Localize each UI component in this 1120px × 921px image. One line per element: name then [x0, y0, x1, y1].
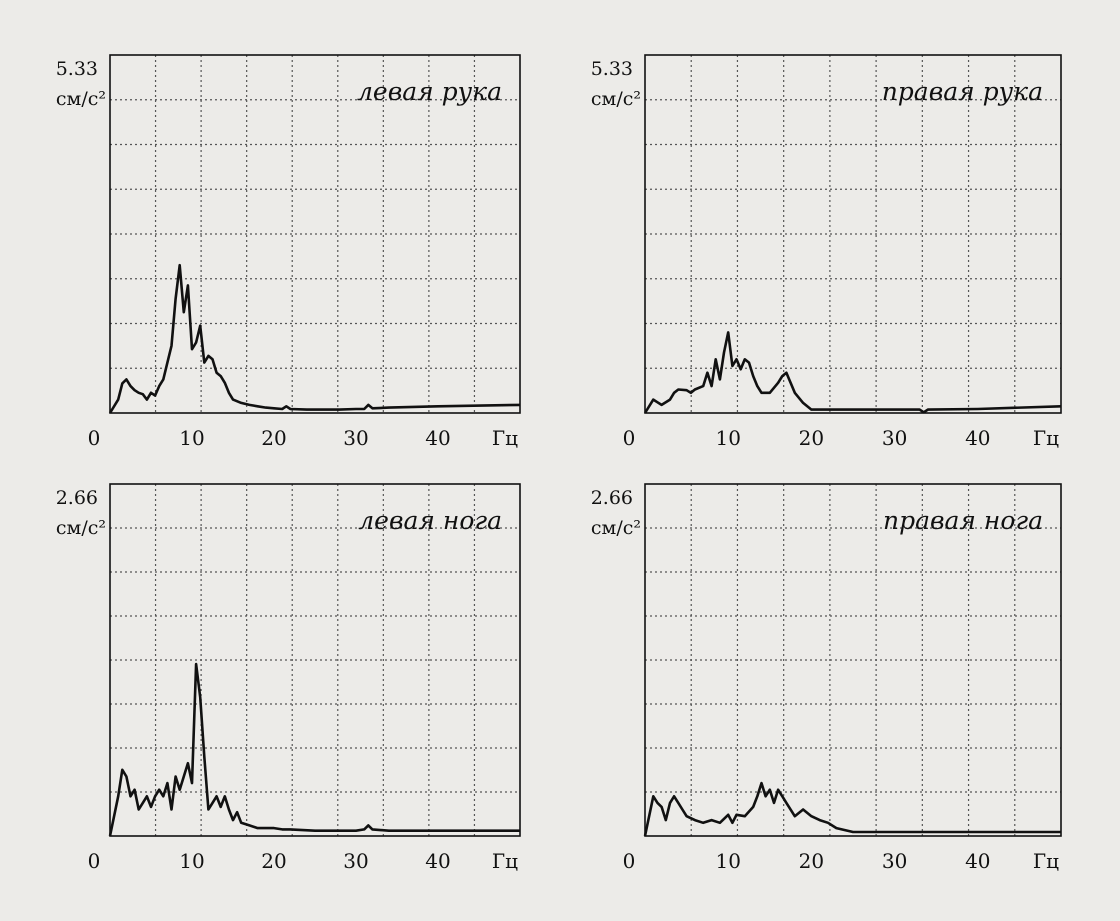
x-tick-label: 30: [882, 426, 907, 450]
x-tick-label: 10: [715, 426, 740, 450]
x-tick-label: 0: [623, 426, 636, 450]
panel-title: левая нога: [358, 506, 502, 535]
chart-panel-1: левая рука 5.33 см/с² 0 10 20 30 40 Гц: [56, 54, 521, 450]
x-unit-label: Гц: [1033, 426, 1059, 450]
x-unit-label: Гц: [492, 849, 518, 873]
spectrum-line: [643, 331, 1062, 414]
plot-frame: [109, 54, 521, 414]
spectrum-line: [108, 263, 521, 414]
x-tick-label: 40: [965, 849, 990, 873]
x-tick-label: 20: [799, 849, 824, 873]
spectrum-line: [643, 781, 1061, 837]
x-tick-label: 0: [88, 849, 101, 873]
x-tick-label: 10: [715, 849, 740, 873]
grid-lines: [110, 484, 520, 836]
y-max-label: 2.66: [56, 487, 98, 509]
plot-frame: [644, 54, 1062, 414]
chart-panel-2: правая рука 5.33 см/с² 0 10 20 30 40 Гц: [591, 54, 1062, 450]
x-tick-label: 20: [261, 849, 286, 873]
grid-lines: [645, 55, 1061, 413]
x-tick-label: 0: [623, 849, 636, 873]
x-tick-label: 20: [261, 426, 286, 450]
x-tick-label: 0: [88, 426, 101, 450]
x-tick-label: 20: [799, 426, 824, 450]
plot-frame: [644, 483, 1062, 837]
x-unit-label: Гц: [492, 426, 518, 450]
y-unit-label: см/с²: [56, 517, 106, 539]
panel-title: правая нога: [883, 506, 1043, 535]
y-unit-label: см/с²: [56, 88, 106, 110]
x-unit-label: Гц: [1033, 849, 1059, 873]
x-tick-label: 10: [179, 849, 204, 873]
x-tick-label: 10: [179, 426, 204, 450]
y-max-label: 5.33: [591, 58, 633, 80]
x-tick-label: 30: [882, 849, 907, 873]
chart-panel-3: левая нога 2.66 см/с² 0 10 20 30 40 Гц: [56, 483, 521, 873]
plot-frame: [109, 483, 521, 837]
grid-lines: [645, 484, 1061, 836]
x-tick-label: 30: [343, 426, 368, 450]
panel-title: левая рука: [357, 77, 502, 106]
grid-lines: [110, 55, 520, 413]
x-tick-label: 30: [343, 849, 368, 873]
chart-panel-4: правая нога 2.66 см/с² 0 10 20 30 40 Гц: [591, 483, 1062, 873]
panel-title: правая рука: [882, 77, 1043, 106]
y-unit-label: см/с²: [591, 88, 641, 110]
y-max-label: 2.66: [591, 487, 633, 509]
x-tick-label: 40: [425, 426, 450, 450]
y-unit-label: см/с²: [591, 517, 641, 539]
y-max-label: 5.33: [56, 58, 98, 80]
x-tick-label: 40: [965, 426, 990, 450]
x-tick-label: 40: [425, 849, 450, 873]
spectrum-line: [108, 662, 520, 837]
